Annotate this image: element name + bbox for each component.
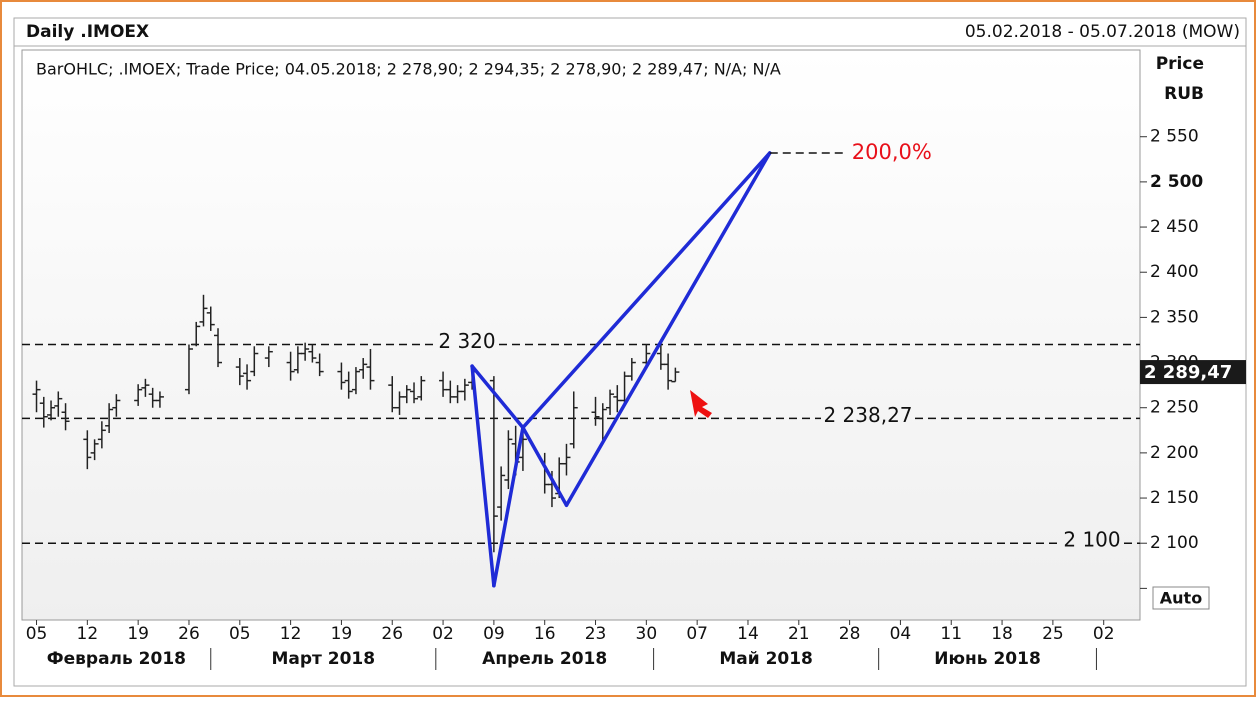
x-tick-label: 12 — [280, 624, 302, 644]
plot-area — [21, 49, 1141, 621]
y-tick-label: 2 500 — [1150, 172, 1203, 192]
auto-button-label[interactable]: Auto — [1160, 589, 1202, 608]
y-tick-label: 2 550 — [1150, 127, 1199, 147]
level-label: 2 238,27 — [823, 403, 912, 427]
header — [13, 17, 1247, 47]
x-tick-label: 04 — [890, 624, 912, 644]
last-price-box — [1140, 360, 1246, 385]
x-tick-label: 30 — [636, 624, 658, 644]
y-tick-label: 2 100 — [1150, 533, 1199, 553]
pattern-line — [521, 425, 569, 508]
month-label: Июнь 2018 — [934, 649, 1040, 669]
chart-title: Daily .IMOEX — [26, 22, 149, 42]
y-tick-label: 2 400 — [1150, 262, 1199, 282]
pattern-line — [470, 364, 525, 430]
level-label: 2 320 — [438, 329, 495, 353]
y-tick-label: 2 350 — [1150, 307, 1199, 327]
level-label: 2 100 — [1063, 528, 1120, 552]
x-tick-label: 19 — [331, 624, 353, 644]
x-tick-label: 23 — [585, 624, 607, 644]
pattern-line — [470, 364, 496, 588]
y-tick-label: 2 450 — [1150, 217, 1199, 237]
y-axis-label: Price — [1156, 54, 1204, 74]
pattern-line — [521, 151, 772, 430]
date-range: 05.02.2018 - 05.07.2018 (MOW) — [965, 22, 1240, 42]
x-tick-label: 07 — [686, 624, 708, 644]
y-tick-label: 2 150 — [1150, 488, 1199, 508]
legend-text: BarOHLC; .IMOEX; Trade Price; 04.05.2018… — [36, 60, 781, 79]
x-tick-label: 14 — [737, 624, 759, 644]
pattern-line — [564, 151, 772, 508]
x-tick-label: 26 — [178, 624, 200, 644]
last-price-label: 2 289,47 — [1144, 362, 1232, 383]
x-tick-label: 16 — [534, 624, 556, 644]
x-tick-label: 09 — [483, 624, 505, 644]
x-tick-label: 21 — [788, 624, 810, 644]
y-tick-label: 2 200 — [1150, 443, 1199, 463]
x-tick-label: 28 — [839, 624, 861, 644]
month-label: Май 2018 — [719, 649, 813, 669]
x-tick-label: 02 — [432, 624, 454, 644]
fib-label: 200,0% — [852, 140, 932, 164]
x-tick-label: 25 — [1042, 624, 1064, 644]
y-tick-label: 2 250 — [1150, 398, 1199, 418]
x-tick-label: 11 — [940, 624, 962, 644]
pattern-line — [492, 425, 525, 588]
x-tick-label: 05 — [229, 624, 251, 644]
x-tick-label: 05 — [26, 624, 48, 644]
x-tick-label: 26 — [381, 624, 403, 644]
month-label: Март 2018 — [271, 649, 375, 669]
x-tick-label: 18 — [991, 624, 1013, 644]
auto-button[interactable] — [1152, 586, 1210, 610]
month-label: Апрель 2018 — [482, 649, 607, 669]
x-tick-label: 02 — [1093, 624, 1115, 644]
month-label: Февраль 2018 — [47, 649, 186, 669]
y-axis-unit: RUB — [1164, 84, 1204, 104]
x-tick-label: 12 — [77, 624, 99, 644]
x-tick-label: 19 — [127, 624, 149, 644]
cursor-icon — [690, 390, 712, 418]
